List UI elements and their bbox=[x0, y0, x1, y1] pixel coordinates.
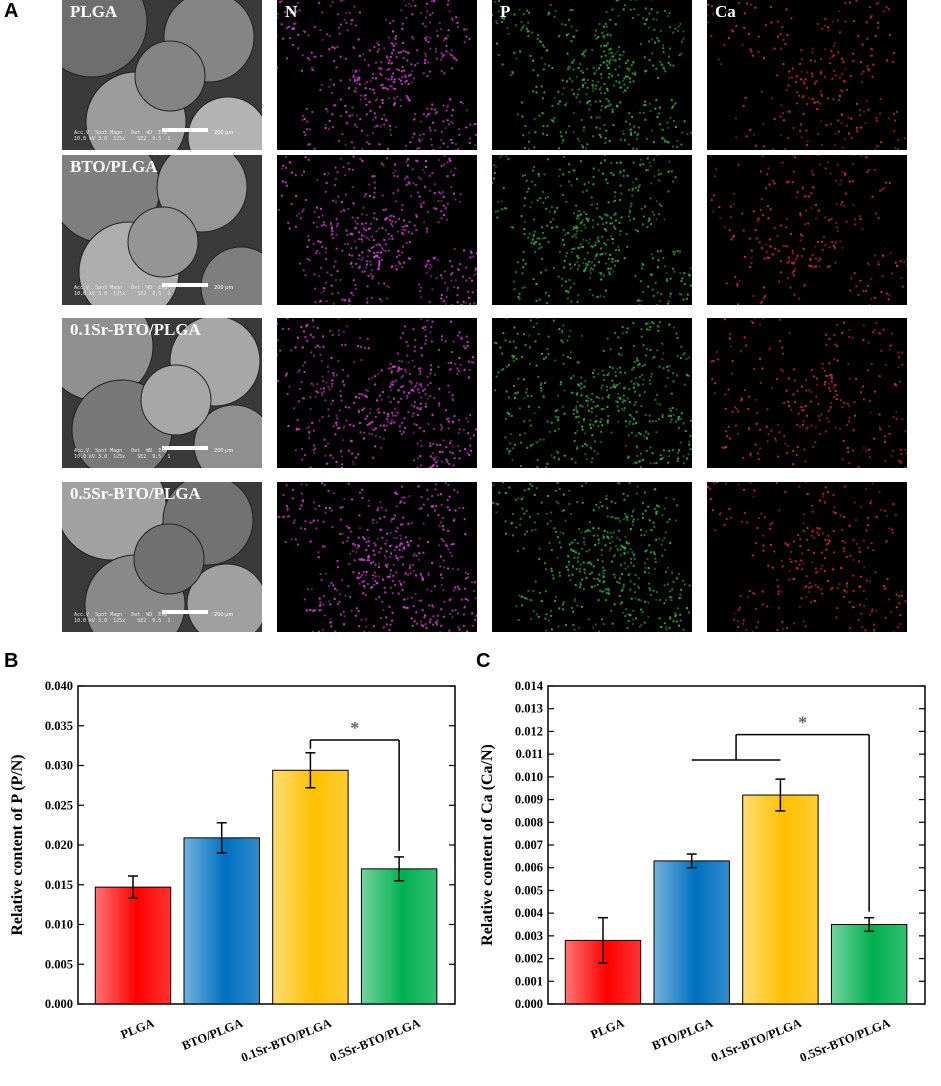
y-tick-label: 0.010 bbox=[45, 918, 73, 932]
y-tick-label: 0.025 bbox=[45, 798, 73, 812]
y-tick-label: 0.010 bbox=[515, 770, 543, 784]
sem-metadata: Acc.V Spot Magn Det WD Exp 10.0 kV 3.0 1… bbox=[74, 448, 171, 460]
y-tick-label: 0.002 bbox=[515, 952, 543, 966]
y-tick-label: 0.005 bbox=[515, 883, 543, 897]
sem-image: BTO/PLGA Acc.V Spot Magn Det WD Exp 10.0 … bbox=[62, 155, 262, 305]
y-tick-label: 0.020 bbox=[45, 838, 73, 852]
element-map-ca: Ca bbox=[707, 0, 907, 150]
sample-label: BTO/PLGA bbox=[70, 157, 158, 176]
bar bbox=[183, 837, 260, 1005]
chart-ca-content: 0.000 0.001 0.002 0.003 0.004 0.005 0.006 0.007… bbox=[479, 679, 926, 1065]
panel-label-c: C bbox=[476, 650, 491, 672]
scale-label: 200 μm bbox=[214, 612, 234, 618]
panel-label-a: A bbox=[4, 0, 19, 22]
element-map-ca bbox=[707, 318, 907, 468]
y-tick-label: 0.040 bbox=[45, 679, 73, 693]
bar bbox=[830, 924, 908, 1005]
significance-marker: * bbox=[350, 718, 359, 738]
y-tick-label: 0.006 bbox=[515, 861, 543, 875]
sem-metadata: Acc.V Spot Magn Det WD Exp 10.0 kV 3.0 1… bbox=[74, 130, 171, 142]
x-tick-label: PLGA bbox=[589, 1016, 626, 1042]
y-tick-label: 0.013 bbox=[515, 702, 543, 716]
element-map-ca bbox=[707, 155, 907, 305]
y-tick-label: 0.011 bbox=[516, 747, 543, 761]
y-tick-label: 0.004 bbox=[515, 906, 544, 920]
element-map-n bbox=[277, 318, 477, 468]
y-tick-label: 0.003 bbox=[515, 929, 543, 943]
sample-label: 0.5Sr-BTO/PLGA bbox=[70, 484, 201, 503]
x-tick-label: 0.5Sr-BTO/PLGA bbox=[328, 1016, 422, 1065]
y-tick-label: 0.008 bbox=[515, 815, 543, 829]
scale-bar bbox=[162, 283, 208, 287]
y-tick-label: 0.030 bbox=[45, 759, 73, 773]
element-map-n bbox=[277, 482, 477, 632]
bar bbox=[653, 860, 730, 1005]
sample-label: PLGA bbox=[70, 2, 118, 21]
sem-image: 0.1Sr-BTO/PLGA Acc.V Spot Magn Det WD Exp… bbox=[62, 318, 262, 468]
sem-image: PLGA Acc.V Spot Magn Det WD Exp 10.0 kV 3… bbox=[62, 0, 262, 150]
element-map-p bbox=[492, 482, 692, 632]
scale-bar bbox=[162, 446, 208, 450]
x-tick-label: 0.5Sr-BTO/PLGA bbox=[798, 1016, 892, 1065]
sem-metadata: Acc.V Spot Magn Det WD Exp 10.0 kV 3.0 1… bbox=[74, 285, 171, 297]
y-tick-label: 0.007 bbox=[515, 838, 543, 852]
x-tick-label: BTO/PLGA bbox=[180, 1016, 245, 1053]
sem-image: 0.5Sr-BTO/PLGA Acc.V Spot Magn Det WD Exp… bbox=[62, 482, 262, 632]
y-tick-label: 0.035 bbox=[45, 719, 73, 733]
y-axis-label: Relative content of Ca (Ca/N) bbox=[479, 744, 496, 946]
y-tick-label: 0.012 bbox=[515, 724, 543, 738]
y-tick-label: 0.005 bbox=[45, 957, 73, 971]
scale-bar bbox=[162, 128, 208, 132]
x-tick-label: BTO/PLGA bbox=[650, 1016, 715, 1053]
y-tick-label: 0.015 bbox=[45, 878, 73, 892]
element-map-p bbox=[492, 155, 692, 305]
element-map-n: N bbox=[277, 0, 477, 150]
significance-marker: * bbox=[798, 713, 807, 733]
element-map-ca bbox=[707, 482, 907, 632]
bar bbox=[94, 886, 172, 1005]
scale-label: 200 μm bbox=[214, 448, 234, 454]
element-label: N bbox=[285, 2, 298, 21]
y-tick-label: 0.000 bbox=[515, 997, 543, 1011]
sample-label: 0.1Sr-BTO/PLGA bbox=[70, 320, 201, 339]
y-tick-label: 0.000 bbox=[45, 997, 73, 1011]
element-map-p bbox=[492, 318, 692, 468]
element-label: Ca bbox=[715, 2, 736, 21]
x-tick-label: 0.1Sr-BTO/PLGA bbox=[709, 1016, 803, 1065]
y-axis-label: Relative content of P (P/N) bbox=[9, 754, 26, 935]
scale-bar bbox=[162, 610, 208, 614]
bar bbox=[742, 794, 819, 1005]
scale-label: 200 μm bbox=[214, 285, 234, 291]
x-tick-label: 0.1Sr-BTO/PLGA bbox=[239, 1016, 333, 1065]
element-label: P bbox=[500, 2, 511, 21]
y-tick-label: 0.001 bbox=[515, 974, 543, 988]
x-tick-label: PLGA bbox=[119, 1016, 156, 1042]
y-tick-label: 0.009 bbox=[515, 793, 543, 807]
element-map-p: P bbox=[492, 0, 692, 150]
scale-label: 200 μm bbox=[214, 130, 234, 136]
chart-p-content: 0.000 0.005 0.010 0.015 0.020 0.025 0.030 0.035… bbox=[9, 679, 456, 1065]
bar bbox=[272, 769, 349, 1005]
y-tick-label: 0.014 bbox=[515, 679, 544, 693]
sem-metadata: Acc.V Spot Magn Det WD Exp 10.0 kV 3.0 1… bbox=[74, 612, 171, 624]
panel-label-b: B bbox=[4, 650, 19, 672]
element-map-n bbox=[277, 155, 477, 305]
bar bbox=[360, 868, 438, 1005]
